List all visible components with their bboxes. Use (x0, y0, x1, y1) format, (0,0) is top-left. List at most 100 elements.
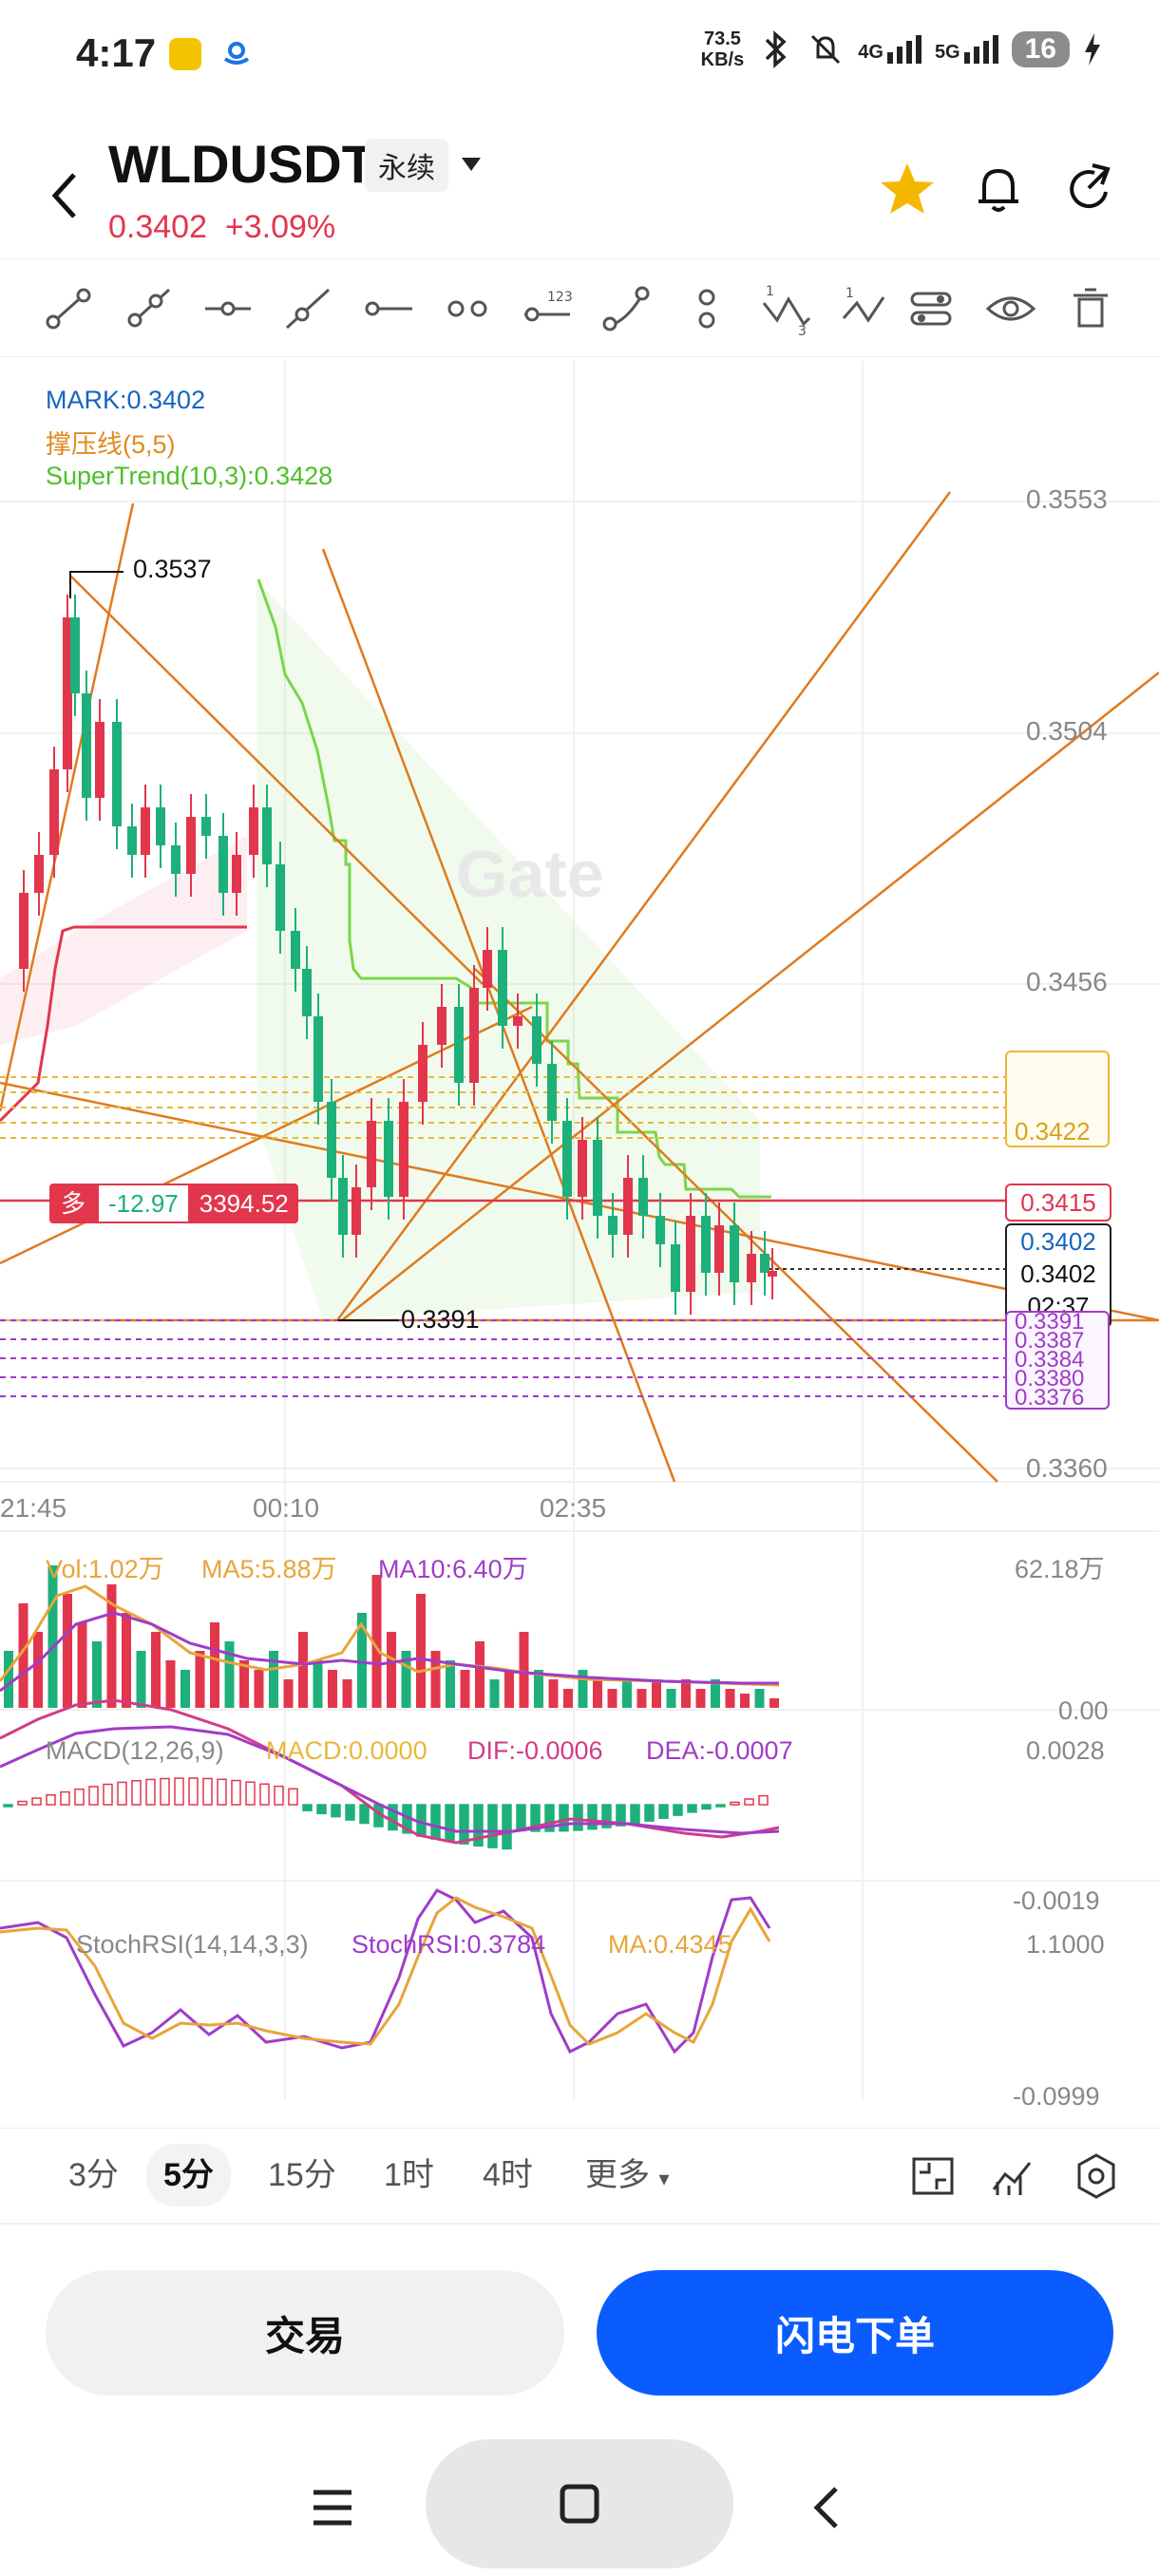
wave-tool-icon[interactable]: 1 (838, 280, 895, 337)
mute-icon (811, 34, 841, 65)
tf-1h[interactable]: 1时 (384, 2157, 434, 2193)
bell-icon[interactable] (965, 156, 1032, 222)
price-label-tool-icon[interactable]: 123 (519, 280, 576, 337)
candle (608, 1216, 618, 1235)
trash-icon[interactable] (1062, 280, 1119, 337)
tf-3m[interactable]: 3分 (68, 2157, 119, 2193)
contract-type-badge[interactable]: 永续 (365, 139, 448, 192)
trade-button[interactable]: 交易 (46, 2270, 564, 2396)
volume-bar (269, 1651, 278, 1708)
volume-bar (48, 1565, 58, 1708)
horizontal-line-tool-icon[interactable] (359, 280, 416, 337)
volume-bar (548, 1679, 559, 1708)
extended-line-tool-icon[interactable] (279, 280, 336, 337)
volume-bar (681, 1679, 691, 1708)
macd-bar (601, 1804, 612, 1828)
volume-bar (622, 1679, 632, 1708)
volume-bar (430, 1651, 441, 1708)
candle (171, 845, 180, 874)
sr-legend: 撑压线(5,5) (46, 430, 176, 459)
resistance-lines (0, 1076, 1007, 1139)
candle (218, 836, 228, 893)
position-badge[interactable]: 多 -12.97 3394.52 (49, 1184, 298, 1223)
volume-bar (725, 1689, 735, 1708)
tf-5m[interactable]: 5分 (146, 2144, 231, 2207)
volume-bar (387, 1632, 396, 1708)
star-icon[interactable] (874, 156, 940, 222)
candle (562, 1121, 572, 1197)
vol-max: 62.18万 (1015, 1555, 1105, 1583)
macd-bar (516, 1804, 526, 1832)
chevron-down-icon[interactable] (462, 158, 481, 171)
tf-4h[interactable]: 4时 (483, 2157, 533, 2193)
candle (291, 931, 300, 969)
indicator-icon[interactable] (984, 2148, 1041, 2205)
tf-more[interactable]: 更多 ▾ (585, 2157, 670, 2193)
kline-chart[interactable]: MARK:0.3402 撑压线(5,5) SuperTrend(10,3):0.… (0, 361, 1159, 2111)
vol-min: 0.00 (1058, 1696, 1109, 1725)
share-icon[interactable] (1056, 156, 1123, 222)
macd-min: -0.0019 (1013, 1886, 1100, 1915)
price-range-tool-icon[interactable] (439, 280, 496, 337)
eye-icon[interactable] (982, 280, 1039, 337)
volume-bar (504, 1670, 514, 1708)
macd-bar (730, 1801, 740, 1806)
low-price-label: 0.3391 (401, 1305, 480, 1334)
macd-dea: DEA:-0.0007 (646, 1736, 793, 1765)
ray-tool-icon[interactable] (120, 280, 177, 337)
horizontal-ray-tool-icon[interactable] (200, 280, 256, 337)
candle (578, 1140, 587, 1197)
candle (418, 1045, 428, 1102)
macd-bar (658, 1804, 669, 1819)
pair-title[interactable]: WLDUSDT (108, 134, 374, 194)
support-lines (0, 1319, 1007, 1397)
volume-bar (652, 1679, 661, 1708)
supertrend-up-fill (0, 836, 247, 1045)
volume-bar (636, 1689, 647, 1708)
candle (82, 693, 91, 798)
svg-text:1: 1 (766, 284, 774, 299)
supertrend-down-fill (256, 579, 760, 1320)
header: WLDUSDT 永续 0.3402 +3.09% (0, 123, 1159, 247)
home-button[interactable] (426, 2439, 733, 2568)
candle (547, 1064, 557, 1121)
flash-order-button[interactable]: 闪电下单 (597, 2270, 1113, 2396)
macd-bar (145, 1778, 156, 1806)
home-icon (560, 2484, 599, 2524)
volume-bar (151, 1632, 161, 1708)
fullscreen-icon[interactable] (904, 2148, 961, 2205)
macd-histogram (3, 1777, 769, 1850)
macd-bar (188, 1777, 199, 1806)
settings-sliders-icon[interactable] (902, 280, 960, 337)
macd-bar (302, 1804, 313, 1811)
volume-bar (313, 1660, 323, 1708)
position-price-label: 0.3415 (1005, 1184, 1112, 1222)
volume-bar (711, 1679, 720, 1708)
volume-bar (578, 1670, 588, 1708)
volume-bar (180, 1670, 190, 1708)
tf-15m[interactable]: 15分 (268, 2157, 336, 2193)
macd-bar (60, 1790, 70, 1806)
curve-tool-icon[interactable] (598, 280, 656, 337)
candle (19, 893, 28, 969)
candle (63, 617, 72, 769)
nav-back-icon[interactable] (800, 2479, 857, 2536)
volume-bar (224, 1641, 235, 1708)
support-label-stack: 0.3391 0.3387 0.3384 0.3380 0.3376 (1005, 1311, 1110, 1410)
menu-icon[interactable] (304, 2479, 361, 2536)
wave-three-tool-icon[interactable]: 13 (758, 280, 815, 337)
back-icon[interactable] (42, 161, 89, 228)
macd-bar (530, 1804, 541, 1832)
vertical-line-tool-icon[interactable] (678, 280, 735, 337)
high-price-label: 0.3537 (133, 555, 212, 583)
volume-bar (695, 1689, 706, 1708)
chart-settings-icon[interactable] (1068, 2148, 1125, 2205)
volume-bar (460, 1670, 470, 1708)
trend-line-tool-icon[interactable] (40, 280, 97, 337)
stochrsi-ma-line (0, 1896, 771, 2046)
macd-bar (117, 1781, 127, 1806)
stochrsi-line (0, 1888, 771, 2055)
candle (454, 1007, 464, 1083)
high-marker (69, 571, 124, 598)
